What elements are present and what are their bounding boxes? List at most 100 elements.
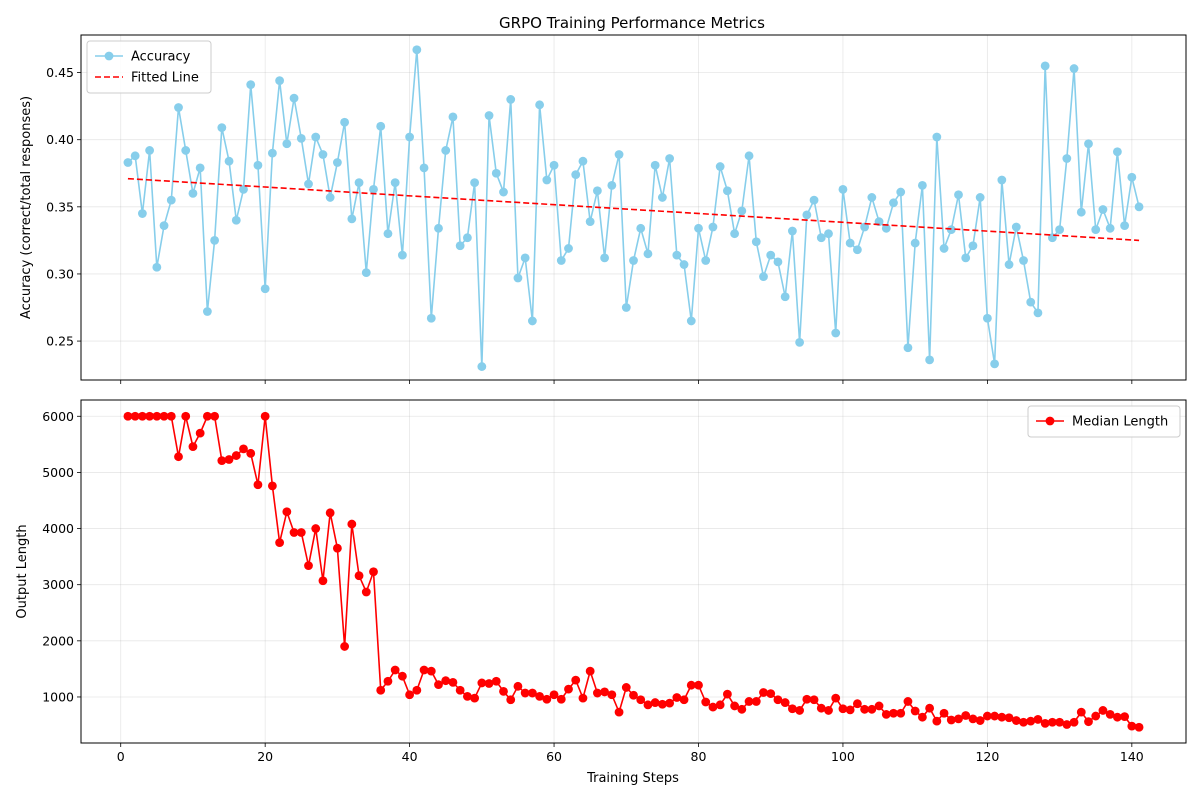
accuracy-point xyxy=(982,313,992,323)
median-length-point xyxy=(231,451,241,460)
accuracy-point xyxy=(231,215,241,225)
median-length-point xyxy=(614,707,624,717)
accuracy-point xyxy=(549,160,559,170)
median-length-point xyxy=(152,411,162,421)
median-length-point xyxy=(275,538,285,547)
accuracy-point xyxy=(419,163,429,173)
accuracy-point xyxy=(311,132,321,142)
accuracy-point xyxy=(925,355,935,365)
accuracy-point xyxy=(592,186,602,196)
median-length-point xyxy=(852,699,862,709)
accuracy-point xyxy=(325,193,335,202)
median-length-legend-label: Median Length xyxy=(1072,415,1168,430)
median-length-point xyxy=(672,693,682,702)
accuracy-point xyxy=(1084,139,1093,149)
median-length-point xyxy=(816,703,826,713)
accuracy-point xyxy=(1134,202,1144,212)
accuracy-point xyxy=(195,163,205,173)
median-length-point xyxy=(311,524,321,533)
accuracy-point xyxy=(166,195,176,205)
accuracy-point xyxy=(722,186,732,196)
median-length-point xyxy=(860,704,870,714)
median-length-point xyxy=(903,697,913,706)
accuracy-point xyxy=(751,237,761,247)
median-length-point xyxy=(824,706,833,715)
median-length-point xyxy=(405,690,415,700)
fitted-line-series-line xyxy=(127,177,1140,242)
median-length-point xyxy=(145,411,155,421)
median-length-point xyxy=(1134,722,1144,732)
median-length-point xyxy=(340,642,350,651)
median-length-point xyxy=(932,716,942,726)
accuracy-point xyxy=(1091,225,1101,235)
y-tick-label: 1000 xyxy=(42,689,74,704)
y-tick-label: 0.30 xyxy=(46,266,74,281)
accuracy-legend-label: Accuracy xyxy=(131,50,191,65)
median-length-point xyxy=(195,428,205,438)
accuracy-point xyxy=(1062,154,1072,163)
accuracy-point xyxy=(932,132,942,142)
accuracy-point xyxy=(852,245,862,255)
median-length-point xyxy=(1026,716,1036,726)
median-length-point xyxy=(361,587,371,597)
median-length-point xyxy=(600,687,610,697)
median-length-point xyxy=(1098,706,1108,715)
accuracy-point xyxy=(607,180,617,190)
median-length-point xyxy=(896,708,906,718)
y-tick-label: 5000 xyxy=(42,465,74,480)
median-length-point xyxy=(578,693,588,703)
median-length-point xyxy=(795,706,805,715)
accuracy-point xyxy=(1105,223,1115,233)
accuracy-point xyxy=(1033,308,1043,318)
accuracy-point xyxy=(397,250,407,260)
median-length-point xyxy=(629,690,638,700)
median-length-point xyxy=(1062,720,1072,729)
accuracy-point xyxy=(564,244,573,253)
accuracy-point xyxy=(860,222,870,232)
median-length-point xyxy=(686,680,696,690)
y-tick-label: 0.40 xyxy=(46,132,74,147)
accuracy-point xyxy=(838,184,848,194)
accuracy-point xyxy=(542,175,552,185)
median-length-point xyxy=(296,528,306,537)
median-length-point xyxy=(867,704,877,714)
median-length-point xyxy=(224,455,234,464)
median-length-point xyxy=(657,699,667,709)
median-length-point xyxy=(975,716,985,725)
accuracy-point xyxy=(831,328,841,338)
length-legend-box xyxy=(1027,405,1181,438)
accuracy-point xyxy=(629,256,638,265)
accuracy-point xyxy=(448,112,458,122)
accuracy-point xyxy=(405,132,415,142)
median-length-point xyxy=(701,697,711,707)
median-length-point xyxy=(607,690,617,700)
accuracy-y-axis-label: Accuracy (correct/total responses) xyxy=(19,96,34,319)
accuracy-point xyxy=(1055,225,1065,235)
accuracy-point xyxy=(824,229,833,239)
median-length-point xyxy=(665,698,675,708)
length-legend: Median Length xyxy=(1027,405,1181,438)
accuracy-point xyxy=(1127,172,1137,182)
accuracy-point xyxy=(1120,221,1130,231)
chart-title: GRPO Training Performance Metrics xyxy=(499,14,765,32)
median-length-point xyxy=(571,675,581,685)
accuracy-point xyxy=(975,193,985,202)
accuracy-point xyxy=(318,150,328,159)
median-length-point xyxy=(477,678,487,688)
accuracy-point xyxy=(462,233,472,243)
accuracy-point xyxy=(585,217,595,226)
accuracy-point xyxy=(253,160,263,170)
median-length-point xyxy=(954,714,963,724)
median-length-point xyxy=(491,676,501,686)
median-length-point xyxy=(383,676,393,686)
median-length-point xyxy=(737,704,747,714)
accuracy-point xyxy=(188,189,198,198)
median-length-point xyxy=(787,704,797,714)
median-length-point xyxy=(643,700,653,710)
median-length-point xyxy=(1004,713,1014,723)
accuracy-point xyxy=(347,214,357,224)
accuracy-point xyxy=(556,256,566,265)
median-length-point xyxy=(470,693,480,703)
median-length-point xyxy=(780,698,790,707)
accuracy-point xyxy=(1026,297,1036,307)
